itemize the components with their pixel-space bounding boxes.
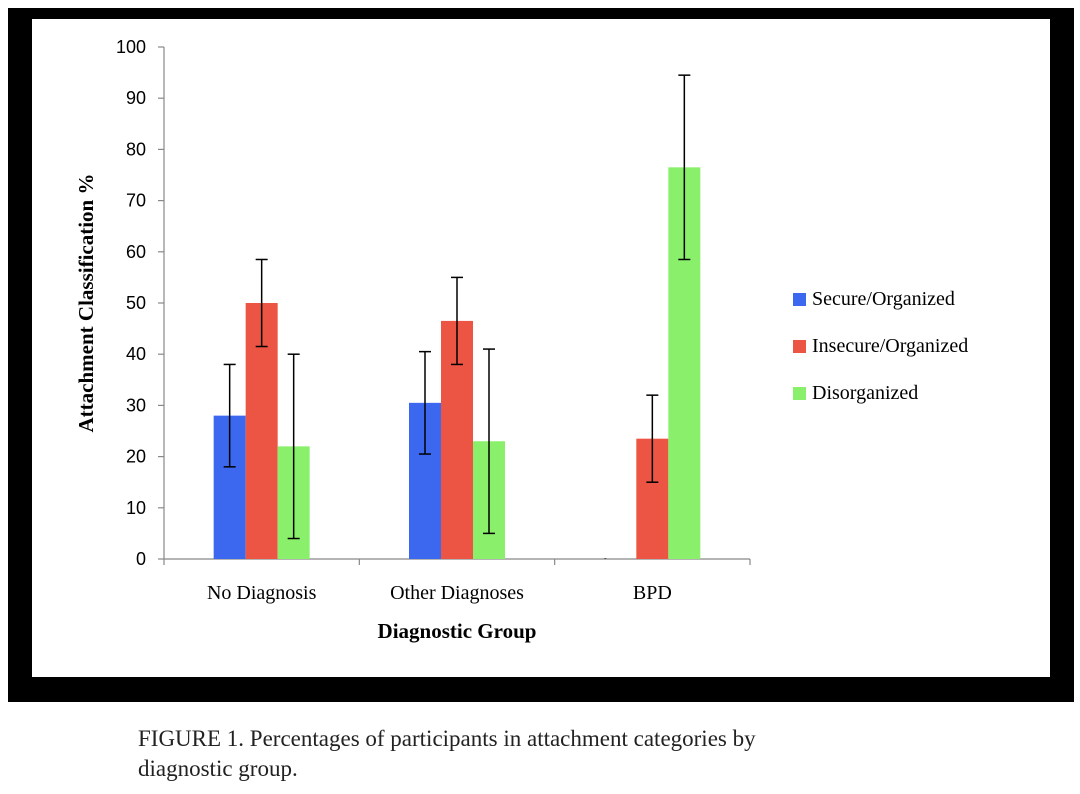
legend-swatch <box>793 387 806 400</box>
legend: Secure/Organized Insecure/Organized Disorg… <box>793 288 968 404</box>
y-tick-label: 60 <box>126 242 146 262</box>
y-tick-label: 30 <box>126 395 146 415</box>
x-tick-label: BPD <box>633 582 672 604</box>
error-bars <box>223 74 691 540</box>
figure-caption: FIGURE 1. Percentages of participants in… <box>138 724 1038 784</box>
legend-label: Insecure/Organized <box>812 335 968 357</box>
y-tick-label: 40 <box>126 344 146 364</box>
y-tick-label: 90 <box>126 88 146 108</box>
y-axis-title: Attachment Classification % <box>74 174 98 433</box>
bar <box>604 558 607 559</box>
legend-label: Secure/Organized <box>812 288 955 310</box>
y-tick-label: 50 <box>126 293 146 313</box>
y-tick-label: 10 <box>126 498 146 518</box>
y-tick-label: 80 <box>126 139 146 159</box>
y-tick-label: 20 <box>126 447 146 467</box>
x-axis-title: Diagnostic Group <box>378 619 537 643</box>
bar-chart: 0 10 20 30 40 50 60 70 80 90 100 No Diagnosis Other … <box>32 19 1050 677</box>
tick-labels: 0 10 20 30 40 50 60 70 80 90 100 No Diagnosis Other … <box>116 37 672 604</box>
caption-line-1: FIGURE 1. Percentages of participants in… <box>138 726 756 751</box>
legend-label: Disorganized <box>812 382 918 404</box>
y-tick-label: 70 <box>126 191 146 211</box>
y-tick-label: 100 <box>116 37 146 57</box>
x-tick-label: Other Diagnoses <box>390 582 524 604</box>
y-tick-label: 0 <box>136 549 146 569</box>
x-tick-label: No Diagnosis <box>207 582 317 604</box>
legend-swatch <box>793 340 806 353</box>
caption-line-2: diagnostic group. <box>138 756 298 781</box>
legend-swatch <box>793 293 806 306</box>
plot-background <box>32 19 1050 677</box>
